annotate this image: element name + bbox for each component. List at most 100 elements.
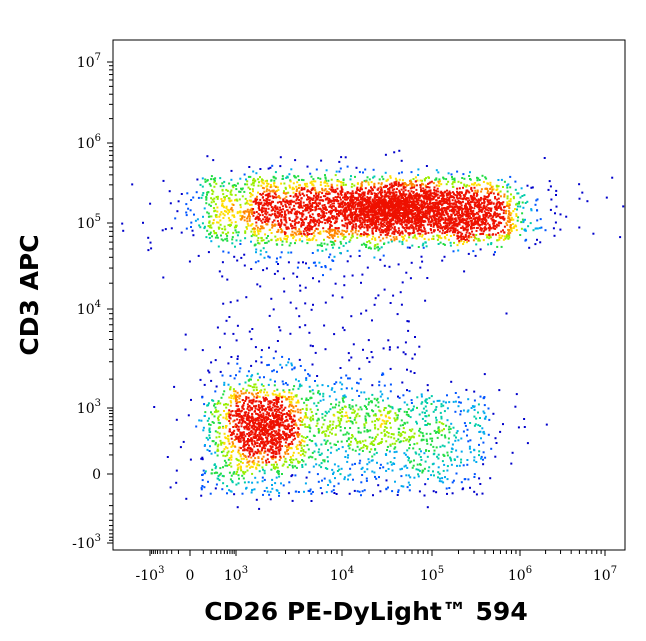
event-dot bbox=[268, 406, 271, 409]
event-dot bbox=[405, 413, 408, 416]
event-dot bbox=[292, 406, 295, 409]
event-dot bbox=[279, 456, 282, 459]
event-dot bbox=[234, 390, 237, 393]
event-dot bbox=[262, 247, 265, 250]
event-dot bbox=[426, 402, 429, 404]
event-dot bbox=[555, 194, 557, 196]
event-dot bbox=[285, 195, 288, 198]
event-dot bbox=[522, 220, 525, 223]
event-dot bbox=[289, 434, 292, 437]
event-dot bbox=[324, 435, 327, 438]
event-dot bbox=[432, 225, 435, 228]
event-dot bbox=[201, 349, 204, 352]
event-dot bbox=[463, 196, 466, 199]
event-dot bbox=[272, 357, 275, 360]
event-dot bbox=[388, 265, 391, 268]
event-dot bbox=[261, 476, 264, 479]
event-dot bbox=[544, 229, 547, 232]
event-dot bbox=[358, 171, 361, 174]
event-dot bbox=[210, 361, 213, 364]
event-dot bbox=[329, 253, 332, 256]
event-dot bbox=[491, 233, 494, 236]
event-dot bbox=[352, 223, 355, 226]
event-dot bbox=[356, 389, 359, 392]
event-dot bbox=[339, 196, 341, 199]
event-dot bbox=[262, 218, 265, 221]
event-dot bbox=[268, 461, 271, 464]
event-dot bbox=[242, 431, 245, 434]
event-dot bbox=[248, 212, 251, 215]
event-dot bbox=[421, 234, 424, 237]
event-dot bbox=[429, 189, 432, 192]
event-dot bbox=[448, 190, 451, 193]
event-dot bbox=[209, 492, 212, 495]
event-dot bbox=[229, 223, 232, 226]
event-dot bbox=[490, 243, 493, 246]
event-dot bbox=[266, 458, 269, 461]
event-dot bbox=[205, 436, 208, 439]
event-dot bbox=[384, 233, 387, 236]
event-dot bbox=[397, 438, 400, 441]
event-dot bbox=[249, 192, 252, 194]
event-dot bbox=[259, 193, 262, 195]
event-dot bbox=[470, 222, 473, 225]
event-dot bbox=[230, 410, 233, 413]
event-dot bbox=[290, 458, 293, 461]
event-dot bbox=[279, 156, 282, 159]
event-dot bbox=[425, 440, 428, 442]
event-dot bbox=[430, 403, 433, 405]
event-dot bbox=[371, 442, 374, 445]
event-dot bbox=[331, 294, 334, 297]
event-dot bbox=[241, 416, 244, 419]
event-dot bbox=[273, 179, 276, 182]
event-dot bbox=[333, 205, 335, 208]
event-dot bbox=[333, 202, 335, 205]
event-dot bbox=[439, 191, 442, 194]
event-dot bbox=[412, 230, 415, 233]
event-dot bbox=[242, 453, 244, 455]
event-dot bbox=[341, 446, 344, 449]
event-dot bbox=[288, 217, 291, 220]
event-dot bbox=[346, 165, 349, 168]
event-dot bbox=[439, 477, 441, 480]
event-dot bbox=[298, 326, 301, 329]
event-dot bbox=[324, 181, 327, 184]
event-dot bbox=[555, 189, 558, 192]
event-dot bbox=[412, 405, 415, 408]
event-dot bbox=[234, 229, 237, 232]
event-dot bbox=[193, 213, 195, 216]
event-dot bbox=[270, 468, 273, 471]
event-dot bbox=[334, 208, 337, 211]
event-dot bbox=[216, 471, 219, 474]
event-dot bbox=[289, 180, 292, 183]
event-dot bbox=[523, 426, 526, 428]
event-dot bbox=[347, 419, 350, 422]
event-dot bbox=[508, 220, 510, 223]
event-dot bbox=[409, 476, 412, 479]
event-dot bbox=[339, 167, 342, 170]
event-dot bbox=[363, 470, 366, 473]
event-dot bbox=[247, 405, 250, 408]
event-dot bbox=[210, 197, 213, 200]
event-dot bbox=[484, 223, 487, 226]
event-dot bbox=[401, 240, 404, 243]
event-dot bbox=[486, 203, 489, 206]
event-dot bbox=[233, 396, 236, 399]
event-dot bbox=[242, 414, 245, 417]
event-dot bbox=[307, 489, 310, 492]
event-dot bbox=[295, 307, 298, 310]
event-dot bbox=[280, 436, 283, 439]
event-dot bbox=[552, 227, 555, 230]
event-dot bbox=[237, 466, 240, 469]
event-dot bbox=[147, 236, 150, 239]
event-dot bbox=[462, 243, 465, 245]
event-dot bbox=[268, 256, 271, 259]
event-dot bbox=[345, 374, 348, 377]
event-dot bbox=[252, 208, 255, 210]
event-dot bbox=[437, 171, 440, 174]
event-dot bbox=[299, 416, 302, 419]
event-dot bbox=[452, 195, 455, 198]
event-dot bbox=[437, 427, 440, 430]
event-dot bbox=[287, 261, 290, 264]
event-dot bbox=[272, 308, 275, 311]
